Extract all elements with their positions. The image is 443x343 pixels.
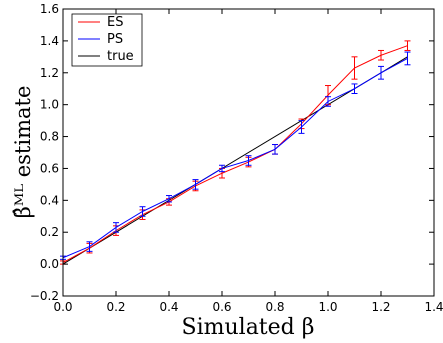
legend-label-true: true xyxy=(107,49,134,64)
plot-frame xyxy=(62,8,435,297)
y-tick-label: 1.0 xyxy=(40,98,59,112)
plot-layer xyxy=(60,40,411,265)
legend-label-ps: PS xyxy=(107,32,123,47)
y-tick-label: 1.6 xyxy=(40,2,59,16)
series-line-ps xyxy=(62,57,408,259)
y-tick-label: 0.0 xyxy=(40,257,59,271)
y-tick-label: 0.8 xyxy=(40,130,59,144)
y-tick-label: 0.4 xyxy=(40,193,59,207)
tick-layer: 0.0 0.2 0.4 0.6 0.8 1.0 1.2 1.4−0.20.00.20.40.6… xyxy=(30,2,443,314)
series-line-es xyxy=(62,45,408,263)
x-tick-label: 1.4 xyxy=(424,300,443,314)
legend-box xyxy=(71,13,143,67)
y-tick-label: 1.2 xyxy=(40,66,59,80)
x-tick-label: 0.0 xyxy=(53,300,72,314)
legend: ES PS true xyxy=(71,13,143,67)
y-tick-label: 0.2 xyxy=(40,225,59,239)
y-tick-label: −0.2 xyxy=(30,289,59,303)
y-axis-title: β̂ᴹᴸ estimate xyxy=(11,86,35,219)
x-tick-label: 0.2 xyxy=(106,300,125,314)
x-axis-title: Simulated β xyxy=(182,315,315,340)
x-tick-label: 1.0 xyxy=(318,300,337,314)
x-tick-label: 0.4 xyxy=(159,300,178,314)
x-tick-label: 0.6 xyxy=(212,300,231,314)
x-tick-label: 0.8 xyxy=(265,300,284,314)
x-tick-label: 1.2 xyxy=(371,300,390,314)
y-tick-label: 0.6 xyxy=(40,161,59,175)
y-tick-label: 1.4 xyxy=(40,34,59,48)
legend-label-es: ES xyxy=(107,15,123,30)
